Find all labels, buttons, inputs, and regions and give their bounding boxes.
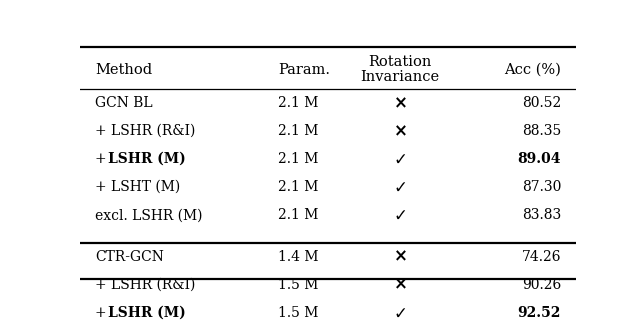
Text: Acc (%): Acc (%) bbox=[504, 63, 561, 77]
Text: GCN BL: GCN BL bbox=[95, 96, 152, 110]
Text: 83.83: 83.83 bbox=[522, 208, 561, 222]
Text: $\boldsymbol{\times}$: $\boldsymbol{\times}$ bbox=[393, 276, 407, 294]
Text: 2.1 M: 2.1 M bbox=[278, 208, 319, 222]
Text: $\checkmark$: $\checkmark$ bbox=[394, 150, 406, 168]
Text: + LSHR (R&I): + LSHR (R&I) bbox=[95, 278, 195, 292]
Text: 2.1 M: 2.1 M bbox=[278, 152, 319, 166]
Text: 1.5 M: 1.5 M bbox=[278, 278, 319, 292]
Text: 2.1 M: 2.1 M bbox=[278, 96, 319, 110]
Text: excl. LSHR (M): excl. LSHR (M) bbox=[95, 208, 202, 222]
Text: Method: Method bbox=[95, 63, 152, 77]
Text: 92.52: 92.52 bbox=[518, 306, 561, 320]
Text: $\boldsymbol{\times}$: $\boldsymbol{\times}$ bbox=[393, 94, 407, 112]
Text: 88.35: 88.35 bbox=[522, 124, 561, 138]
Text: Param.: Param. bbox=[278, 63, 330, 77]
Text: LSHR (M): LSHR (M) bbox=[108, 152, 186, 166]
Text: 2.1 M: 2.1 M bbox=[278, 180, 319, 194]
Text: 1.5 M: 1.5 M bbox=[278, 306, 319, 320]
Text: CTR-GCN: CTR-GCN bbox=[95, 250, 164, 264]
Text: +: + bbox=[95, 152, 111, 166]
Text: 2.1 M: 2.1 M bbox=[278, 124, 319, 138]
Text: Rotation
Invariance: Rotation Invariance bbox=[360, 55, 440, 84]
Text: $\checkmark$: $\checkmark$ bbox=[394, 304, 406, 322]
Text: + LSHR (R&I): + LSHR (R&I) bbox=[95, 124, 195, 138]
Text: 80.52: 80.52 bbox=[522, 96, 561, 110]
Text: $\boldsymbol{\times}$: $\boldsymbol{\times}$ bbox=[393, 248, 407, 266]
Text: LSHR (M): LSHR (M) bbox=[108, 306, 186, 320]
Text: 74.26: 74.26 bbox=[522, 250, 561, 264]
Text: 90.26: 90.26 bbox=[522, 278, 561, 292]
Text: 89.04: 89.04 bbox=[518, 152, 561, 166]
Text: 87.30: 87.30 bbox=[522, 180, 561, 194]
Text: + LSHT (M): + LSHT (M) bbox=[95, 180, 180, 194]
Text: 1.4 M: 1.4 M bbox=[278, 250, 319, 264]
Text: $\checkmark$: $\checkmark$ bbox=[394, 206, 406, 224]
Text: $\boldsymbol{\times}$: $\boldsymbol{\times}$ bbox=[393, 122, 407, 140]
Text: +: + bbox=[95, 306, 111, 320]
Text: $\checkmark$: $\checkmark$ bbox=[394, 178, 406, 196]
